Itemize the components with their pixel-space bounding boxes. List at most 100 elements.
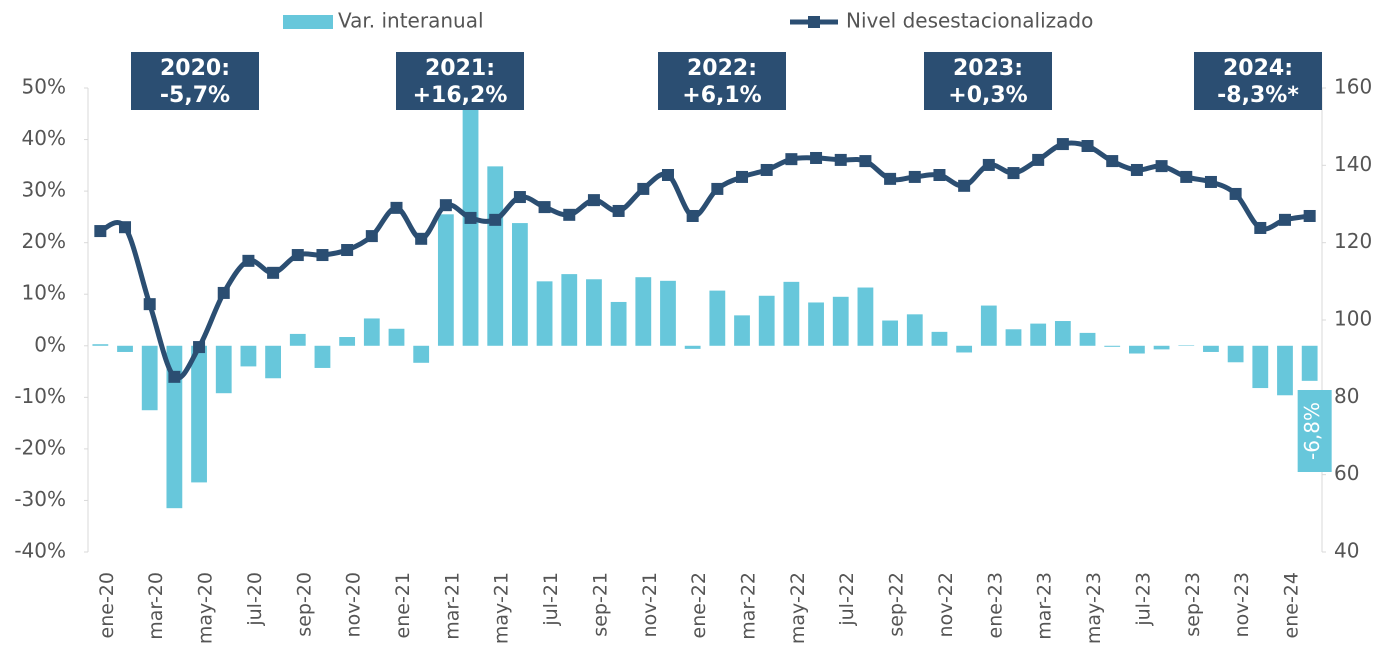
- x-tick-label: ene-21: [392, 572, 414, 638]
- line-marker: [563, 208, 576, 221]
- y-tick-label: 40%: [22, 126, 66, 150]
- bar: [1301, 345, 1318, 381]
- line-marker: [859, 155, 872, 168]
- line-marker: [1007, 167, 1020, 180]
- line-marker: [1155, 160, 1168, 173]
- bar: [536, 281, 553, 346]
- bar: [980, 305, 997, 346]
- annotation: 2021:+16,2%: [396, 52, 524, 110]
- bar: [92, 344, 109, 346]
- line-marker: [958, 179, 971, 192]
- bar: [684, 345, 701, 349]
- annotation-year: 2022:: [687, 56, 757, 81]
- annotation-change: +6,1%: [682, 83, 761, 108]
- line-marker: [538, 201, 551, 214]
- bar: [1129, 345, 1145, 354]
- x-tick-label: ene-23: [984, 572, 1006, 638]
- bar: [1178, 345, 1195, 346]
- line-marker: [711, 182, 724, 195]
- y-tick-label: -30%: [14, 487, 66, 511]
- bar: [388, 328, 405, 346]
- bar: [413, 345, 430, 363]
- x-tick-label: jul-20: [244, 572, 266, 627]
- line-marker: [686, 209, 699, 222]
- y-tick-label: 20%: [22, 229, 66, 253]
- y-tick-label: -40%: [14, 539, 66, 563]
- x-tick-label: mar-22: [738, 572, 760, 640]
- annotation-year: 2023:: [953, 56, 1023, 81]
- line-marker: [1303, 209, 1316, 222]
- bar: [314, 345, 331, 368]
- bar: [882, 320, 898, 346]
- x-tick-label: sep-21: [589, 572, 611, 637]
- legend-swatch: [808, 16, 820, 28]
- bar: [586, 279, 602, 346]
- annotation-change: +16,2%: [413, 83, 508, 108]
- y2-tick-label: 100: [1334, 307, 1372, 331]
- bar: [1104, 345, 1121, 347]
- bar: [1277, 345, 1293, 396]
- line-marker: [1106, 155, 1119, 168]
- x-tick-label: jul-22: [836, 572, 858, 627]
- annotation-change: -5,7%: [160, 83, 230, 108]
- y-tick-label: 10%: [22, 281, 66, 305]
- line-marker: [785, 153, 798, 166]
- line-marker: [933, 169, 946, 181]
- line: [99, 140, 1311, 381]
- bar: [1005, 329, 1022, 346]
- line-marker: [341, 244, 354, 257]
- bar: [240, 345, 257, 367]
- line-marker: [464, 211, 477, 224]
- annotation: 2024:-8,3%*: [1194, 52, 1322, 110]
- bar: [363, 318, 380, 346]
- line-marker: [439, 199, 452, 212]
- bar: [832, 296, 849, 346]
- line-marker: [760, 163, 773, 176]
- x-tick-label: sep-23: [1182, 572, 1204, 637]
- bar: [117, 345, 133, 352]
- x-tick-label: jul-21: [540, 572, 562, 627]
- x-tick-label: ene-24: [1280, 572, 1302, 638]
- line-marker: [1056, 138, 1069, 151]
- line-marker: [661, 169, 674, 181]
- annotation-year: 2024:: [1223, 56, 1293, 81]
- line-marker: [513, 191, 526, 204]
- bar: [512, 223, 528, 346]
- y-tick-label: 0%: [34, 332, 66, 356]
- line-marker: [316, 249, 329, 262]
- annotation-box: [1194, 52, 1322, 110]
- annotation-box: [131, 52, 259, 110]
- x-tick-label: nov-21: [639, 572, 661, 637]
- x-tick-label: sep-22: [886, 572, 908, 637]
- line-marker: [242, 254, 255, 267]
- data-label-box: [1297, 390, 1332, 472]
- bar: [783, 281, 800, 346]
- bar: [215, 345, 232, 394]
- y2-tick-label: 40: [1334, 539, 1359, 563]
- line-marker: [119, 221, 132, 234]
- line-marker: [168, 370, 181, 383]
- y-tick-label: -20%: [14, 435, 66, 459]
- line-marker: [1254, 221, 1267, 234]
- bar: [1227, 345, 1244, 363]
- y2-tick-label: 140: [1334, 152, 1372, 176]
- y2-tick-label: 80: [1334, 384, 1359, 408]
- line-marker: [834, 153, 847, 166]
- x-tick-label: may-21: [491, 572, 513, 644]
- bar: [734, 315, 750, 346]
- legend: Var. interanual Nivel desestacionalizado: [283, 9, 1093, 33]
- data-label: -6,8%: [1300, 402, 1324, 460]
- x-tick-label: ene-20: [96, 572, 118, 638]
- annotation-year: 2020:: [160, 56, 230, 81]
- bar: [141, 345, 158, 411]
- bar: [808, 302, 824, 346]
- bar: [931, 331, 948, 346]
- bar: [758, 295, 775, 346]
- line-marker: [637, 182, 650, 195]
- x-tick-label: may-22: [787, 572, 809, 644]
- line-marker: [587, 194, 600, 207]
- line-marker: [489, 213, 502, 226]
- line-marker: [1278, 213, 1291, 226]
- annotation-year: 2021:: [425, 56, 495, 81]
